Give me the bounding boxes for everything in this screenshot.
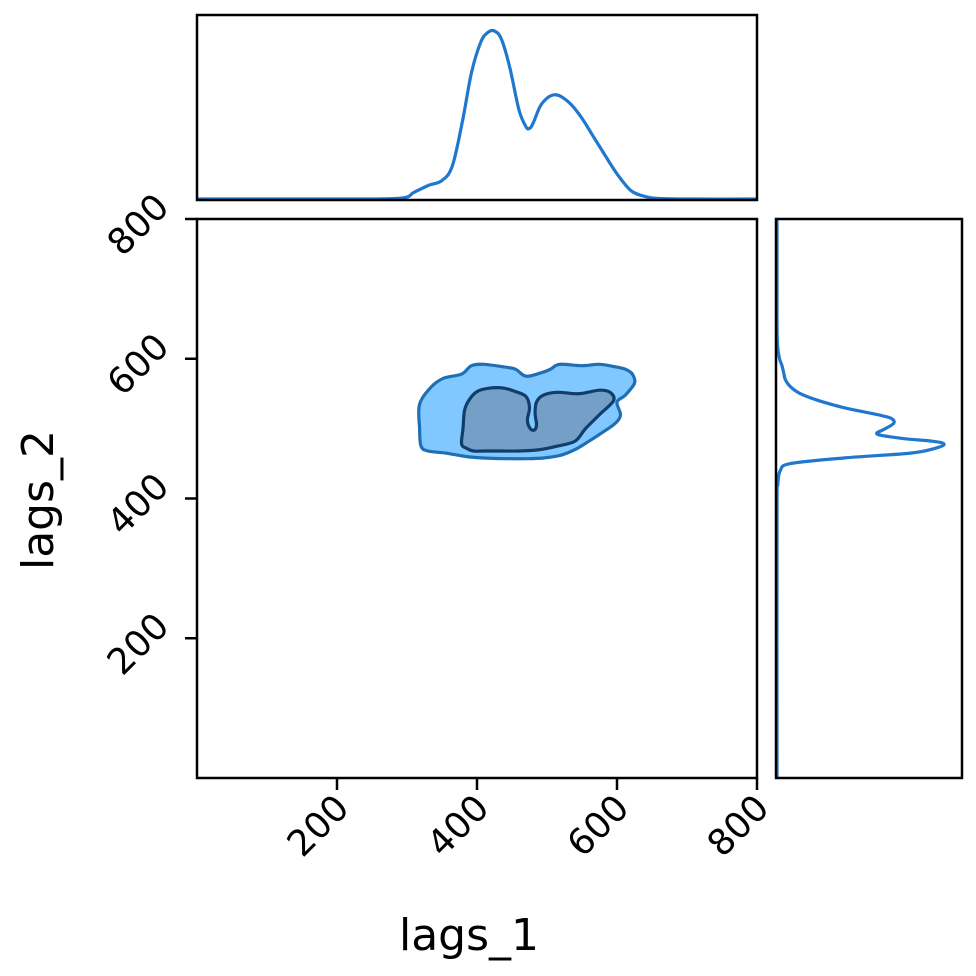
- joint-panel-frame: [195, 217, 759, 780]
- marginal-x-frame: [195, 13, 759, 202]
- marginal-y-frame: [774, 217, 964, 780]
- joint-panel: [195, 217, 759, 780]
- y-tick-label: 400: [100, 466, 178, 544]
- y-axis-label: lags_2: [13, 430, 64, 570]
- x-axis-label: lags_1: [399, 910, 539, 961]
- marginal-x-density-line: [197, 28, 758, 201]
- x-tick-label: 400: [420, 787, 498, 865]
- contour-inner: [459, 386, 616, 453]
- x-tick-label: 200: [280, 787, 358, 865]
- y-tick-label: 800: [100, 186, 178, 264]
- marginal-x-panel: [195, 13, 759, 202]
- y-tick-label: 200: [100, 606, 178, 684]
- x-tick-label: 600: [560, 787, 638, 865]
- marginal-y-panel: [774, 217, 964, 780]
- x-tick-label: 800: [700, 787, 778, 865]
- marginal-y-density-line: [775, 219, 946, 779]
- y-tick-label: 600: [100, 326, 178, 404]
- axes-decorations: 200 400 600 800 200 400 600 800: [100, 186, 778, 865]
